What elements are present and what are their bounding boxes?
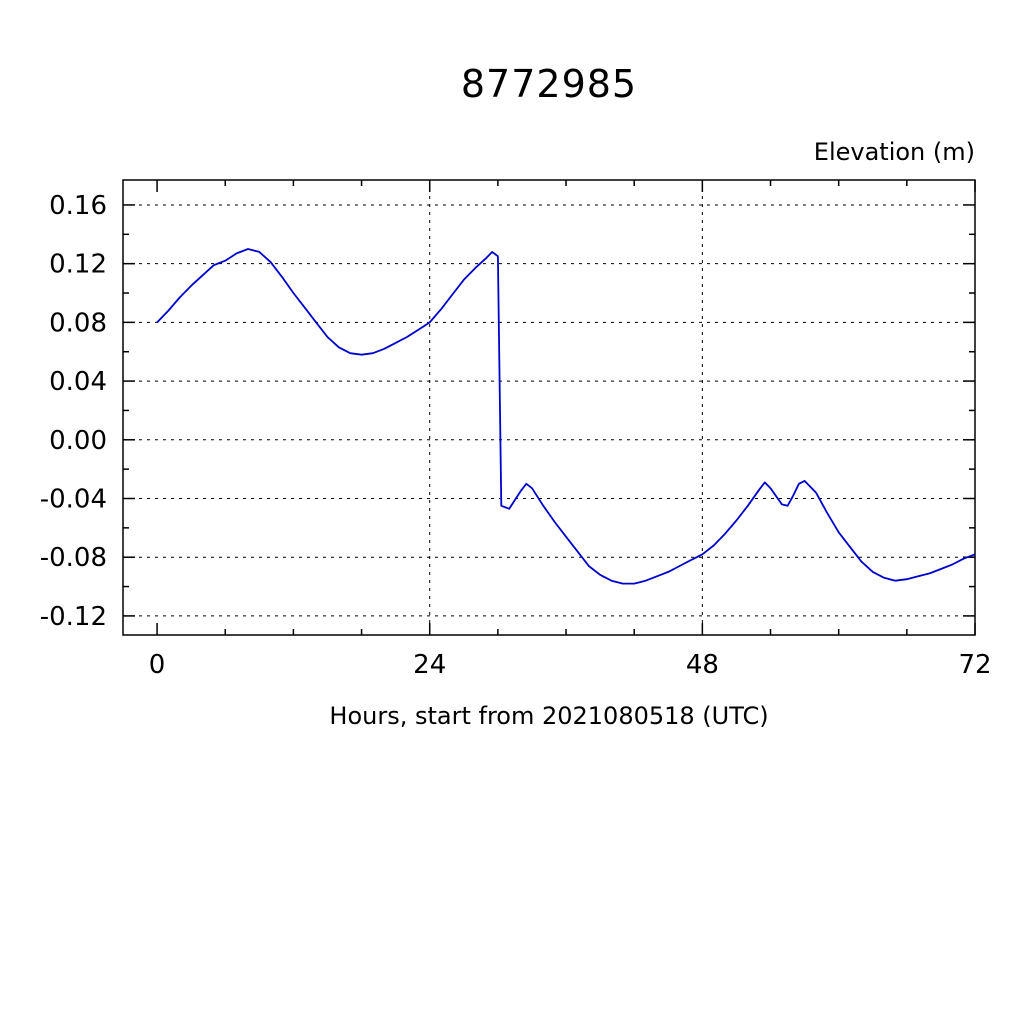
x-tick-label: 72: [958, 650, 991, 680]
y-tick-label: 0.08: [49, 308, 107, 338]
x-tick-label: 24: [413, 650, 446, 680]
x-tick-label: 48: [686, 650, 719, 680]
chart-title: 8772985: [460, 62, 638, 106]
y-axis-label: Elevation (m): [813, 138, 975, 166]
y-tick-label: -0.08: [40, 543, 107, 573]
y-tick-label: 0.12: [49, 250, 107, 280]
y-tick-label: 0.04: [49, 367, 107, 397]
y-tick-label: 0.00: [49, 426, 107, 456]
x-axis-label: Hours, start from 2021080518 (UTC): [329, 702, 769, 730]
y-tick-label: -0.04: [40, 485, 107, 515]
plot-border: [122, 179, 976, 636]
x-tick-label: 0: [149, 650, 166, 680]
y-tick-label: -0.12: [40, 602, 107, 632]
elevation-line: [156, 248, 976, 585]
y-tick-label: 0.16: [49, 191, 107, 221]
